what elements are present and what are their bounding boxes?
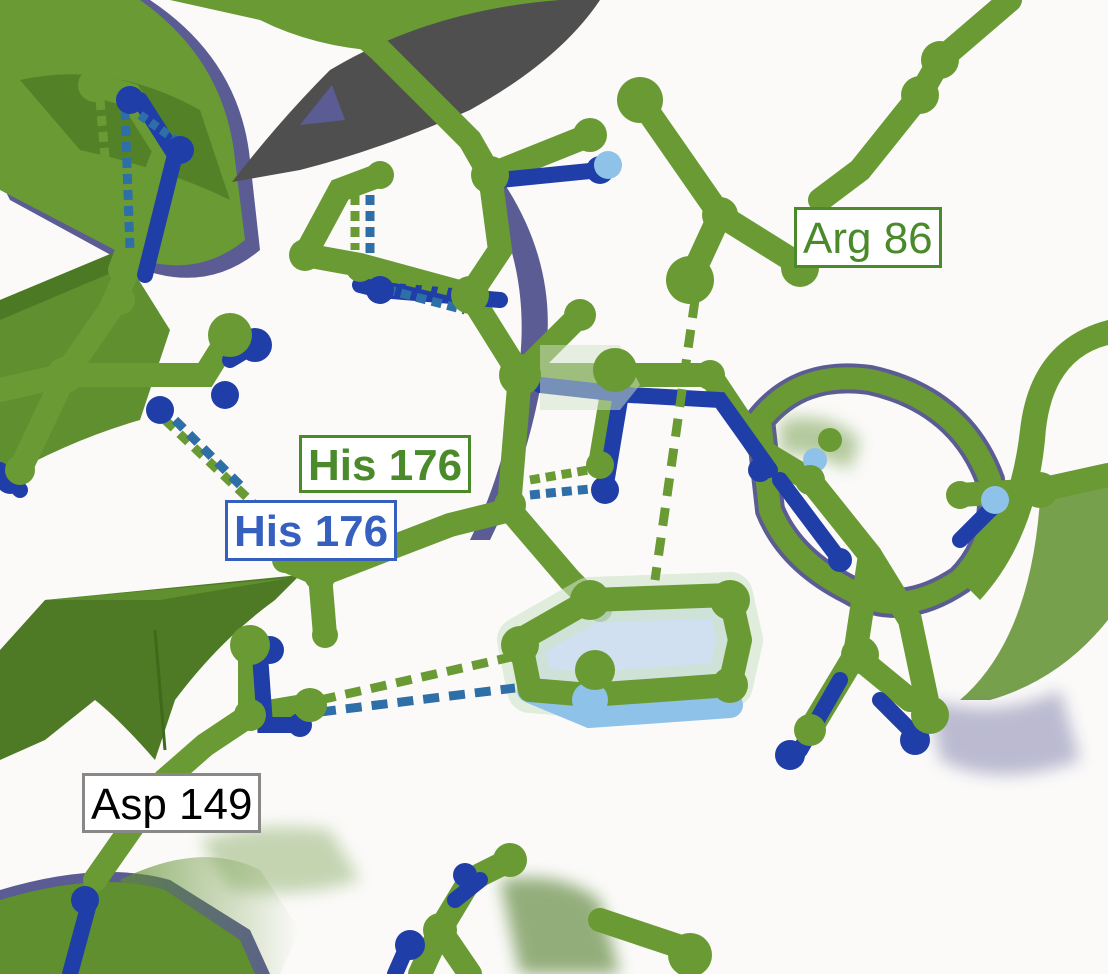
atoms-lightblue: [572, 151, 1009, 718]
residue-label-arg86[interactable]: Arg 86: [794, 207, 942, 268]
hbonds: [95, 99, 700, 717]
atoms-blue: [0, 86, 930, 960]
residue-label-his176-model[interactable]: His 176: [299, 435, 472, 493]
residue-label-asp149[interactable]: Asp 149: [82, 773, 262, 833]
residue-label-his176-reference[interactable]: His 176: [225, 500, 398, 561]
